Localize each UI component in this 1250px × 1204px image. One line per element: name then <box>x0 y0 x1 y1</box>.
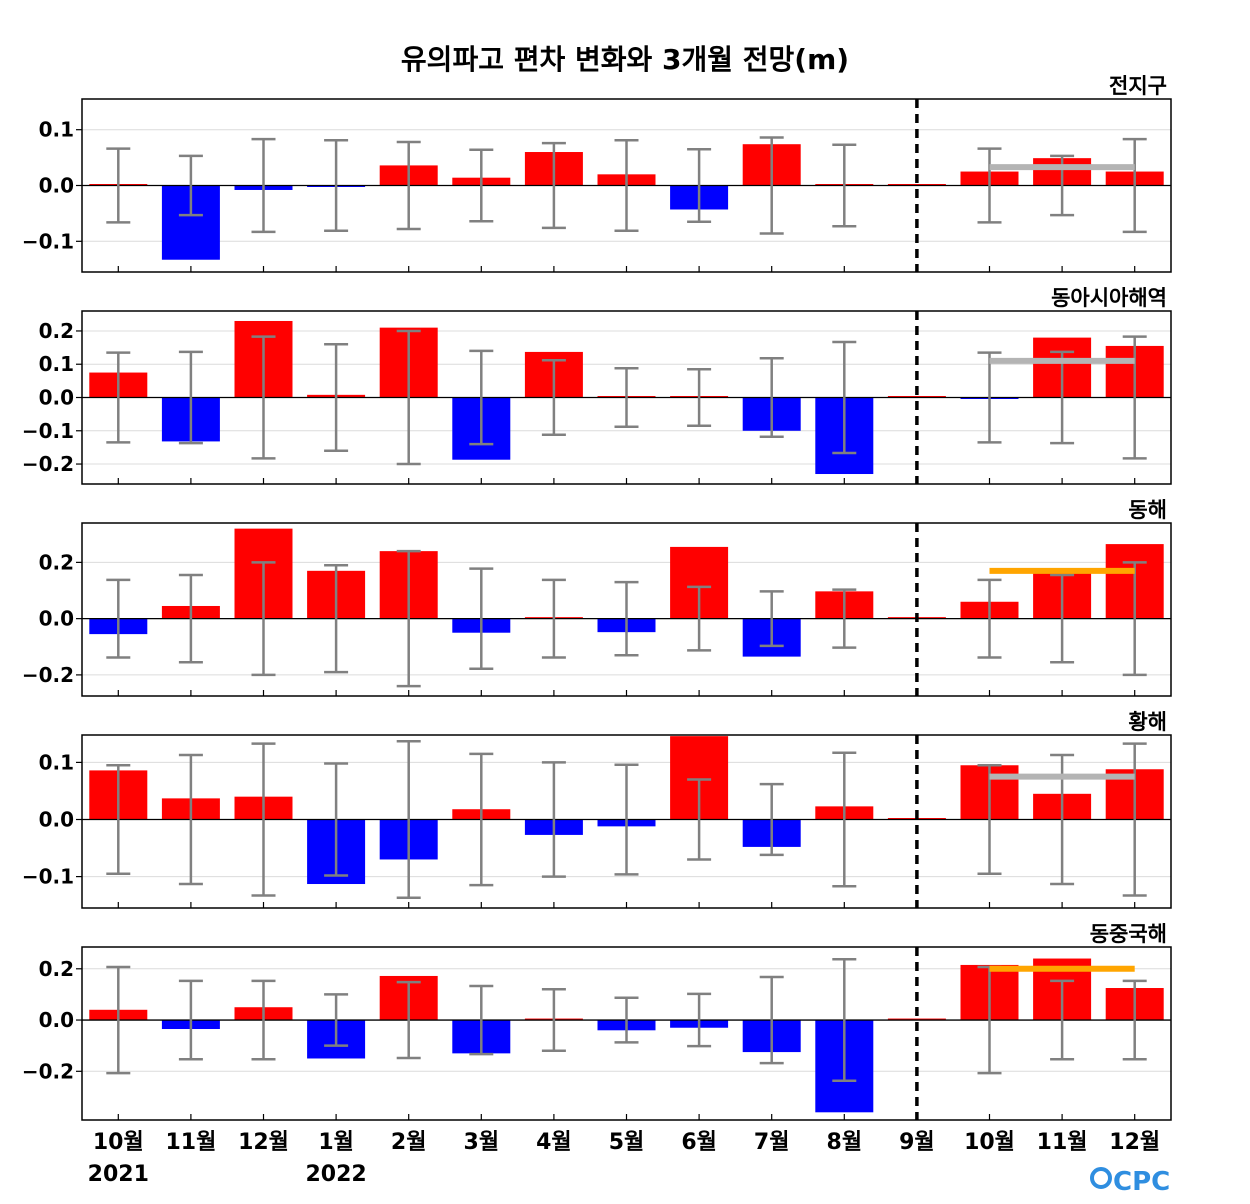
cpc-logo-text: CPC <box>1113 1167 1170 1197</box>
x-tick-label: 5월 <box>609 1130 645 1155</box>
x-year-label: 2022 <box>305 1162 366 1187</box>
cpc-logo-icon <box>1090 1167 1112 1189</box>
x-tick-label: 9월 <box>899 1130 935 1155</box>
x-tick-label: 7월 <box>754 1130 790 1155</box>
panel-1: −0.1 0.0 0.1 전지구 <box>22 74 1172 273</box>
panel-2: −0.2 −0.1 0.0 0.1 0.2 동아시아해역 <box>22 286 1172 485</box>
x-tick-label: 10월 <box>964 1130 1015 1155</box>
panels: −0.10.00.1전지구−0.2−0.10.00.10.2동아시아해역−0.2… <box>22 74 1172 1121</box>
x-tick-label: 8월 <box>827 1130 863 1155</box>
x-tick-label: 11월 <box>1037 1130 1088 1155</box>
y-tick-label: −0.1 <box>22 865 74 889</box>
x-tick-label: 6월 <box>681 1130 717 1155</box>
x-year-label: 2021 <box>88 1162 149 1187</box>
chart-title: 유의파고 편차 변화와 3개월 전망(m) <box>401 43 849 76</box>
x-tick-label: 4월 <box>536 1130 572 1155</box>
y-tick-label: −0.1 <box>22 419 74 443</box>
panel-label: 황해 <box>1128 710 1167 734</box>
y-tick-label: 0.1 <box>39 750 74 774</box>
x-tick-label: 10월 <box>93 1130 144 1155</box>
panel-5: −0.2 0.0 0.2 동중국해 <box>22 922 1172 1121</box>
bar <box>887 184 946 186</box>
y-tick-label: −0.1 <box>22 229 74 253</box>
panel-label: 전지구 <box>1109 74 1167 98</box>
y-tick-label: −0.2 <box>22 1059 74 1083</box>
x-tick-label: 12월 <box>238 1130 289 1155</box>
y-tick-label: 0.0 <box>39 808 74 832</box>
panel-4: −0.1 0.0 0.1 황해 <box>22 710 1172 909</box>
x-axis-labels: 10월 11월 12월 1월 2월 3월 4월 5월 6월 7월 8월 9월 10월 11월 12월 2021… <box>88 1130 1160 1187</box>
y-tick-label: 0.1 <box>39 118 74 142</box>
y-tick-label: 0.0 <box>39 1008 74 1032</box>
panel-label: 동해 <box>1128 498 1167 522</box>
panel-3: −0.2 0.0 0.2 동해 <box>22 498 1172 697</box>
y-tick-label: 0.0 <box>39 386 74 410</box>
y-tick-label: 0.2 <box>39 957 74 981</box>
cpc-logo: CPC <box>1090 1167 1170 1197</box>
y-tick-label: −0.2 <box>22 452 74 476</box>
panel-label: 동아시아해역 <box>1051 286 1167 310</box>
panel-label: 동중국해 <box>1090 922 1167 946</box>
x-tick-label: 3월 <box>464 1130 500 1155</box>
x-tick-label: 12월 <box>1109 1130 1160 1155</box>
x-tick-label: 2월 <box>391 1130 427 1155</box>
y-tick-label: −0.2 <box>22 663 74 687</box>
y-tick-label: 0.0 <box>39 174 74 198</box>
x-tick-label: 1월 <box>318 1130 354 1155</box>
y-tick-label: 0.0 <box>39 607 74 631</box>
bar <box>887 396 946 398</box>
y-tick-label: 0.2 <box>39 550 74 574</box>
bar <box>887 1018 946 1021</box>
y-tick-label: 0.1 <box>39 352 74 376</box>
y-tick-label: 0.2 <box>39 319 74 343</box>
x-tick-label: 11월 <box>165 1130 216 1155</box>
